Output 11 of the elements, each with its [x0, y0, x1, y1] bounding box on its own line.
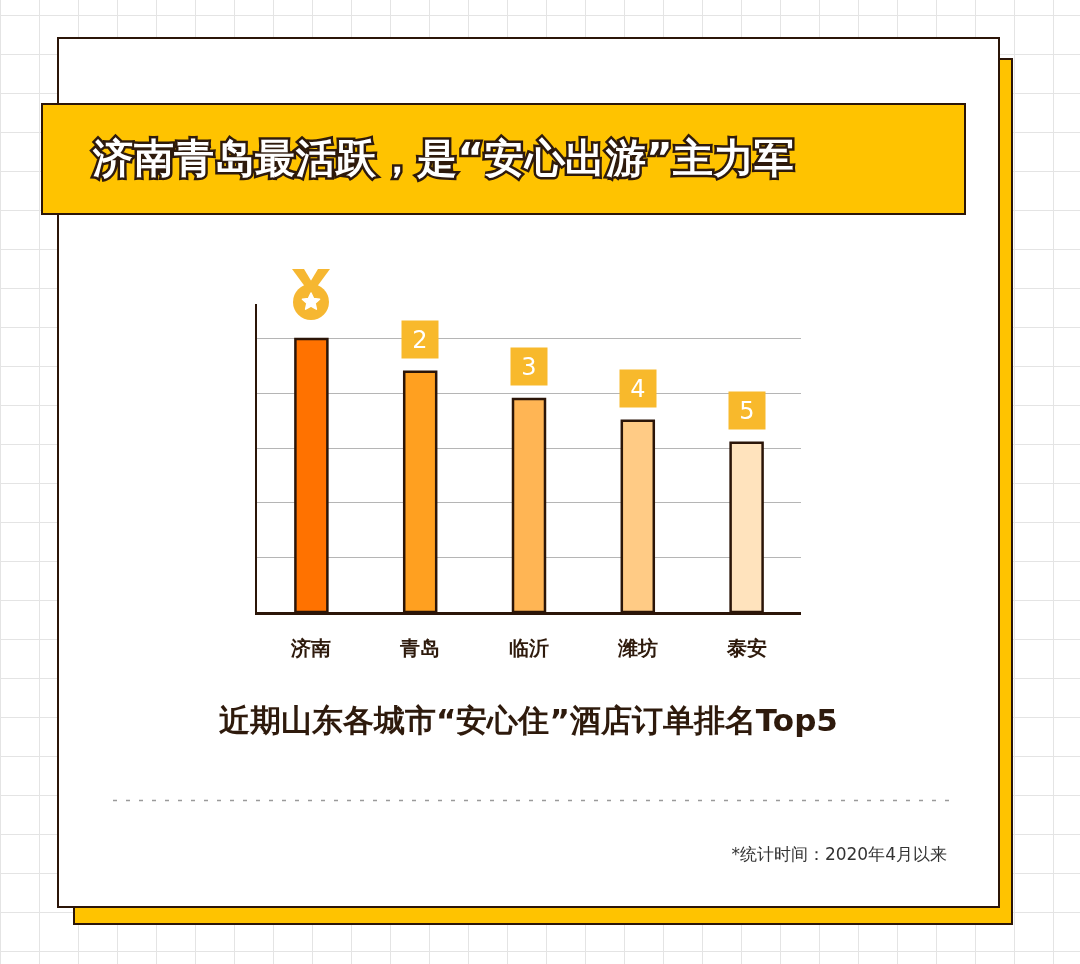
- x-tick-label: 青岛: [399, 635, 441, 660]
- annotation: 4: [630, 374, 646, 403]
- text: *统计时间：2020年4月以来: [731, 843, 947, 866]
- x-tick-label: 济南: [290, 635, 332, 660]
- annotation: 3: [521, 352, 537, 381]
- x-tick-label: 潍坊: [616, 635, 658, 660]
- x-tick-label: 泰安: [725, 635, 767, 660]
- text: 近期山东各城市“安心住”酒店订单排名Top5: [218, 701, 839, 740]
- annotation: 5: [739, 396, 755, 425]
- annotation: 2: [412, 325, 428, 354]
- x-tick-label: 临沂: [509, 635, 549, 660]
